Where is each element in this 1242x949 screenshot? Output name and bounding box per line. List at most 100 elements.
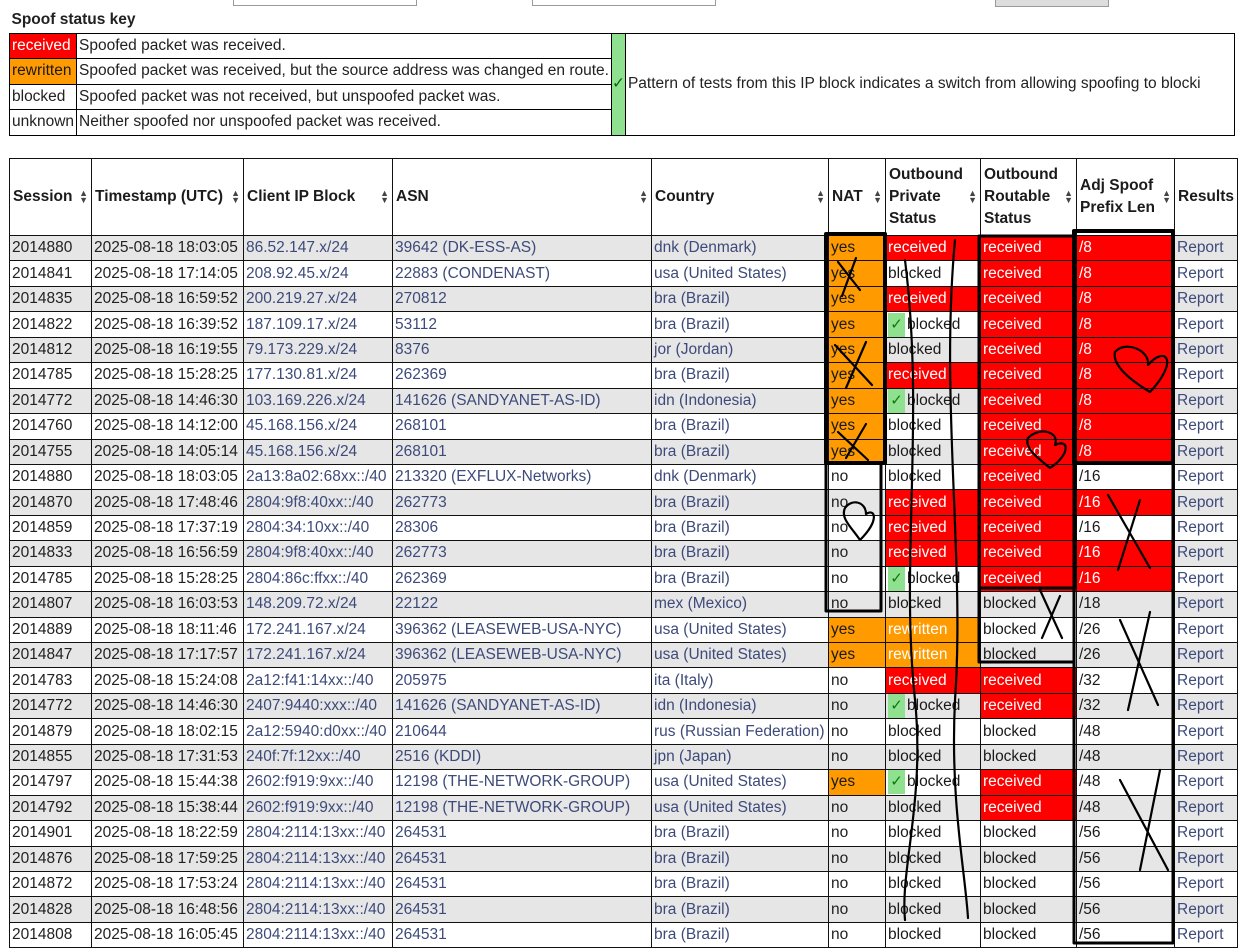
report-link[interactable]: Report bbox=[1174, 234, 1238, 262]
report-link[interactable]: Report bbox=[1174, 769, 1238, 796]
cell-client-ip-link[interactable]: 177.130.81.x/24 bbox=[243, 362, 393, 389]
sort-arrows-icon[interactable]: ▲ ▼ bbox=[1064, 188, 1073, 205]
column-header[interactable]: Adj Spoof Prefix Len ▲ ▼ bbox=[1076, 158, 1175, 236]
cell-country-link[interactable]: bra (Brazil) bbox=[651, 311, 829, 338]
cell-asn-link[interactable]: 12198 (THE-NETWORK-GROUP) bbox=[392, 794, 652, 822]
column-header[interactable]: Timestamp (UTC) ▲ ▼ bbox=[91, 158, 244, 236]
report-link[interactable]: Report bbox=[1174, 463, 1238, 491]
cell-client-ip-link[interactable]: 2804:2114:13xx::/40 bbox=[243, 896, 393, 923]
report-link[interactable]: Report bbox=[1174, 896, 1238, 923]
cell-country-link[interactable]: ita (Italy) bbox=[651, 667, 829, 694]
cell-asn-link[interactable]: 205975 bbox=[392, 667, 652, 694]
report-link[interactable]: Report bbox=[1174, 362, 1238, 389]
cell-country-link[interactable]: usa (United States) bbox=[651, 641, 829, 669]
report-link[interactable]: Report bbox=[1174, 260, 1238, 287]
cell-asn-link[interactable]: 22883 (CONDENAST) bbox=[392, 260, 652, 287]
cell-asn-link[interactable]: 210644 bbox=[392, 718, 652, 745]
cell-asn-link[interactable]: 22122 bbox=[392, 591, 652, 618]
column-header[interactable]: Session ▲ ▼ bbox=[9, 158, 92, 236]
report-link[interactable]: Report bbox=[1174, 794, 1238, 822]
cell-client-ip-link[interactable]: 103.169.226.x/24 bbox=[243, 387, 393, 415]
cell-asn-link[interactable]: 270812 bbox=[392, 285, 652, 313]
sort-arrows-icon[interactable]: ▲ ▼ bbox=[873, 188, 882, 205]
cell-country-link[interactable]: bra (Brazil) bbox=[651, 540, 829, 567]
cell-client-ip-link[interactable]: 2804:34:10xx::/40 bbox=[243, 514, 393, 542]
cell-country-link[interactable]: bra (Brazil) bbox=[651, 413, 829, 440]
cell-country-link[interactable]: bra (Brazil) bbox=[651, 921, 829, 949]
cell-client-ip-link[interactable]: 2407:9440:xxx::/40 bbox=[243, 692, 393, 720]
cell-asn-link[interactable]: 262773 bbox=[392, 540, 652, 567]
cell-asn-link[interactable]: 264531 bbox=[392, 845, 652, 872]
report-link[interactable]: Report bbox=[1174, 540, 1238, 567]
cell-client-ip-link[interactable]: 2602:f919:9xx::/40 bbox=[243, 794, 393, 822]
form-button-remnant[interactable] bbox=[995, 0, 1109, 7]
report-link[interactable]: Report bbox=[1174, 413, 1238, 440]
report-link[interactable]: Report bbox=[1174, 387, 1238, 415]
cell-asn-link[interactable]: 264531 bbox=[392, 870, 652, 898]
cell-asn-link[interactable]: 268101 bbox=[392, 413, 652, 440]
cell-client-ip-link[interactable]: 2804:2114:13xx::/40 bbox=[243, 845, 393, 872]
report-link[interactable]: Report bbox=[1174, 616, 1238, 644]
cell-client-ip-link[interactable]: 79.173.229.x/24 bbox=[243, 336, 393, 364]
cell-country-link[interactable]: dnk (Denmark) bbox=[651, 463, 829, 491]
cell-country-link[interactable]: usa (United States) bbox=[651, 616, 829, 644]
cell-client-ip-link[interactable]: 86.52.147.x/24 bbox=[243, 234, 393, 262]
cell-country-link[interactable]: bra (Brazil) bbox=[651, 820, 829, 847]
sort-arrows-icon[interactable]: ▲ ▼ bbox=[639, 188, 648, 205]
sort-arrows-icon[interactable]: ▲ ▼ bbox=[231, 188, 240, 205]
cell-country-link[interactable]: bra (Brazil) bbox=[651, 489, 829, 516]
cell-client-ip-link[interactable]: 2804:2114:13xx::/40 bbox=[243, 921, 393, 949]
report-link[interactable]: Report bbox=[1174, 514, 1238, 542]
report-link[interactable]: Report bbox=[1174, 820, 1238, 847]
column-header[interactable]: Client IP Block ▲ ▼ bbox=[243, 158, 393, 236]
form-field-remnant[interactable] bbox=[233, 0, 417, 6]
cell-country-link[interactable]: jor (Jordan) bbox=[651, 336, 829, 364]
cell-asn-link[interactable]: 141626 (SANDYANET-AS-ID) bbox=[392, 387, 652, 415]
column-header[interactable]: ASN ▲ ▼ bbox=[392, 158, 652, 236]
cell-asn-link[interactable]: 264531 bbox=[392, 820, 652, 847]
cell-country-link[interactable]: bra (Brazil) bbox=[651, 565, 829, 593]
report-link[interactable]: Report bbox=[1174, 489, 1238, 516]
form-field-remnant[interactable] bbox=[532, 0, 716, 6]
report-link[interactable]: Report bbox=[1174, 591, 1238, 618]
cell-country-link[interactable]: dnk (Denmark) bbox=[651, 234, 829, 262]
report-link[interactable]: Report bbox=[1174, 667, 1238, 694]
cell-client-ip-link[interactable]: 187.109.17.x/24 bbox=[243, 311, 393, 338]
cell-client-ip-link[interactable]: 2a12:f41:14xx::/40 bbox=[243, 667, 393, 694]
cell-asn-link[interactable]: 264531 bbox=[392, 921, 652, 949]
cell-client-ip-link[interactable]: 2a13:8a02:68xx::/40 bbox=[243, 463, 393, 491]
cell-client-ip-link[interactable]: 2804:9f8:40xx::/40 bbox=[243, 540, 393, 567]
cell-asn-link[interactable]: 12198 (THE-NETWORK-GROUP) bbox=[392, 769, 652, 796]
cell-country-link[interactable]: bra (Brazil) bbox=[651, 514, 829, 542]
sort-arrows-icon[interactable]: ▲ ▼ bbox=[816, 188, 825, 205]
cell-country-link[interactable]: mex (Mexico) bbox=[651, 591, 829, 618]
column-header[interactable]: NAT ▲ ▼ bbox=[828, 158, 886, 236]
cell-client-ip-link[interactable]: 148.209.72.x/24 bbox=[243, 591, 393, 618]
cell-country-link[interactable]: bra (Brazil) bbox=[651, 870, 829, 898]
column-header[interactable]: Outbound Routable Status ▲ ▼ bbox=[980, 158, 1077, 236]
cell-client-ip-link[interactable]: 2804:2114:13xx::/40 bbox=[243, 870, 393, 898]
cell-country-link[interactable]: jpn (Japan) bbox=[651, 743, 829, 771]
cell-asn-link[interactable]: 213320 (EXFLUX-Networks) bbox=[392, 463, 652, 491]
report-link[interactable]: Report bbox=[1174, 718, 1238, 745]
cell-country-link[interactable]: usa (United States) bbox=[651, 794, 829, 822]
cell-asn-link[interactable]: 262369 bbox=[392, 565, 652, 593]
cell-client-ip-link[interactable]: 2804:2114:13xx::/40 bbox=[243, 820, 393, 847]
column-header[interactable]: Results bbox=[1174, 158, 1238, 236]
report-link[interactable]: Report bbox=[1174, 285, 1238, 313]
cell-client-ip-link[interactable]: 2804:9f8:40xx::/40 bbox=[243, 489, 393, 516]
cell-asn-link[interactable]: 262773 bbox=[392, 489, 652, 516]
report-link[interactable]: Report bbox=[1174, 311, 1238, 338]
cell-asn-link[interactable]: 396362 (LEASEWEB-USA-NYC) bbox=[392, 616, 652, 644]
report-link[interactable]: Report bbox=[1174, 743, 1238, 771]
cell-country-link[interactable]: idn (Indonesia) bbox=[651, 692, 829, 720]
cell-client-ip-link[interactable]: 208.92.45.x/24 bbox=[243, 260, 393, 287]
cell-country-link[interactable]: bra (Brazil) bbox=[651, 285, 829, 313]
column-header[interactable]: Country ▲ ▼ bbox=[651, 158, 829, 236]
cell-country-link[interactable]: bra (Brazil) bbox=[651, 438, 829, 465]
cell-client-ip-link[interactable]: 172.241.167.x/24 bbox=[243, 641, 393, 669]
sort-arrows-icon[interactable]: ▲ ▼ bbox=[968, 188, 977, 205]
cell-client-ip-link[interactable]: 45.168.156.x/24 bbox=[243, 438, 393, 465]
cell-asn-link[interactable]: 39642 (DK-ESS-AS) bbox=[392, 234, 652, 262]
cell-asn-link[interactable]: 2516 (KDDI) bbox=[392, 743, 652, 771]
